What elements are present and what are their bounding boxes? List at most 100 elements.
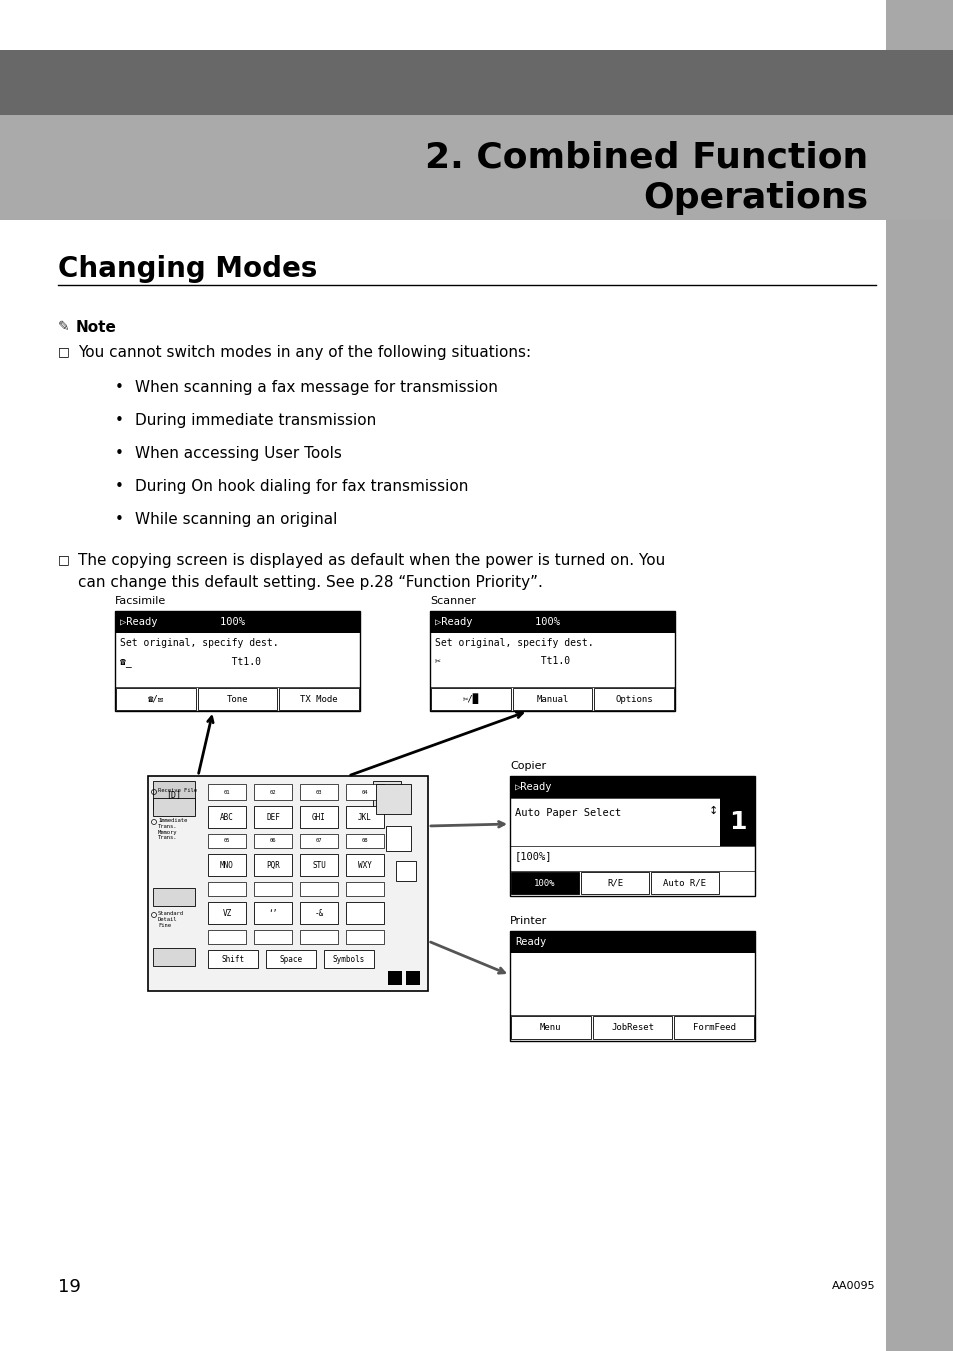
Text: Space: Space <box>279 955 302 963</box>
Bar <box>511 871 578 894</box>
Text: •: • <box>115 512 124 527</box>
Text: VZ: VZ <box>222 908 232 917</box>
Bar <box>299 834 337 848</box>
Bar <box>208 902 246 924</box>
Bar <box>253 834 292 848</box>
Text: During immediate transmission: During immediate transmission <box>135 413 375 428</box>
Text: [D]: [D] <box>167 790 181 800</box>
Bar <box>152 888 194 907</box>
Bar <box>253 929 292 944</box>
Bar <box>148 775 428 992</box>
Text: Facsimile: Facsimile <box>115 596 166 607</box>
Text: □: □ <box>58 553 70 566</box>
Text: ▷Ready          100%: ▷Ready 100% <box>435 617 559 627</box>
Text: R/E: R/E <box>606 878 622 888</box>
Bar <box>0 115 885 220</box>
Bar <box>208 882 246 896</box>
Bar <box>430 611 675 634</box>
Bar <box>373 781 400 809</box>
Text: Tone: Tone <box>227 694 248 704</box>
Text: 06: 06 <box>270 839 276 843</box>
Bar <box>885 0 953 1351</box>
Text: •: • <box>115 480 124 494</box>
Text: 07: 07 <box>315 839 322 843</box>
Text: 03: 03 <box>315 789 322 794</box>
Text: During On hook dialing for fax transmission: During On hook dialing for fax transmiss… <box>135 480 468 494</box>
Bar <box>395 861 416 881</box>
Text: 04: 04 <box>361 789 368 794</box>
Bar <box>406 971 419 985</box>
Bar <box>299 929 337 944</box>
Bar <box>208 784 246 800</box>
Text: [100%]: [100%] <box>515 851 552 861</box>
Bar <box>115 611 359 634</box>
Bar <box>208 807 246 828</box>
Bar <box>580 871 648 894</box>
Text: 05: 05 <box>224 839 230 843</box>
Text: ↕: ↕ <box>707 807 717 816</box>
Text: Note: Note <box>76 320 117 335</box>
Text: JKL: JKL <box>357 812 372 821</box>
Text: ☎/✉: ☎/✉ <box>148 694 164 704</box>
Bar <box>0 50 885 115</box>
Bar <box>510 931 754 1042</box>
Bar <box>115 611 359 711</box>
Text: •: • <box>115 380 124 394</box>
Text: ✎: ✎ <box>58 320 70 334</box>
Bar <box>511 1016 590 1039</box>
Bar <box>650 871 719 894</box>
Bar <box>253 784 292 800</box>
Text: ✂/█: ✂/█ <box>462 693 478 704</box>
Bar <box>208 950 257 969</box>
Text: ☎_                 Tt1.0: ☎_ Tt1.0 <box>120 657 261 667</box>
Text: Printer: Printer <box>510 916 547 925</box>
Bar <box>346 784 384 800</box>
Text: Copier: Copier <box>510 761 545 771</box>
Text: 01: 01 <box>224 789 230 794</box>
Text: 02: 02 <box>270 789 276 794</box>
Bar <box>208 854 246 875</box>
Bar <box>512 688 592 711</box>
Text: ✂                 Tt1.0: ✂ Tt1.0 <box>435 657 570 666</box>
Text: Options: Options <box>615 694 652 704</box>
Text: FormFeed: FormFeed <box>692 1024 735 1032</box>
Bar <box>299 854 337 875</box>
Bar <box>208 929 246 944</box>
Bar <box>431 688 510 711</box>
Text: Scanner: Scanner <box>430 596 476 607</box>
Text: Receive File: Receive File <box>158 788 196 793</box>
Bar <box>386 825 411 851</box>
Text: Symbols: Symbols <box>333 955 365 963</box>
Text: When scanning a fax message for transmission: When scanning a fax message for transmis… <box>135 380 497 394</box>
Text: Immediate
Trans.
Memory
Trans.: Immediate Trans. Memory Trans. <box>158 817 187 840</box>
Bar <box>299 902 337 924</box>
Text: ▷Ready          100%: ▷Ready 100% <box>120 617 245 627</box>
Bar <box>253 854 292 875</box>
Text: AA0095: AA0095 <box>832 1281 875 1292</box>
Text: Changing Modes: Changing Modes <box>58 255 317 282</box>
Text: Menu: Menu <box>539 1024 561 1032</box>
Text: Ready: Ready <box>515 938 546 947</box>
Bar <box>253 882 292 896</box>
Bar <box>299 807 337 828</box>
Bar <box>720 798 754 846</box>
Bar <box>279 688 358 711</box>
Text: MNO: MNO <box>220 861 233 870</box>
Bar <box>594 688 673 711</box>
Text: When accessing User Tools: When accessing User Tools <box>135 446 341 461</box>
Text: 2. Combined Function: 2. Combined Function <box>424 141 867 176</box>
Bar <box>885 115 953 220</box>
Text: can change this default setting. See p.28 “Function Priority”.: can change this default setting. See p.2… <box>78 576 542 590</box>
Text: DEF: DEF <box>266 812 279 821</box>
Bar <box>375 784 411 815</box>
Text: 19: 19 <box>58 1278 81 1296</box>
Bar <box>253 807 292 828</box>
Bar <box>592 1016 672 1039</box>
Text: -&: -& <box>314 908 323 917</box>
Text: Standard
Detail
Fine: Standard Detail Fine <box>158 911 184 928</box>
Bar <box>885 50 953 115</box>
Bar <box>346 854 384 875</box>
Bar <box>266 950 315 969</box>
Bar <box>510 775 754 798</box>
Bar <box>152 948 194 966</box>
